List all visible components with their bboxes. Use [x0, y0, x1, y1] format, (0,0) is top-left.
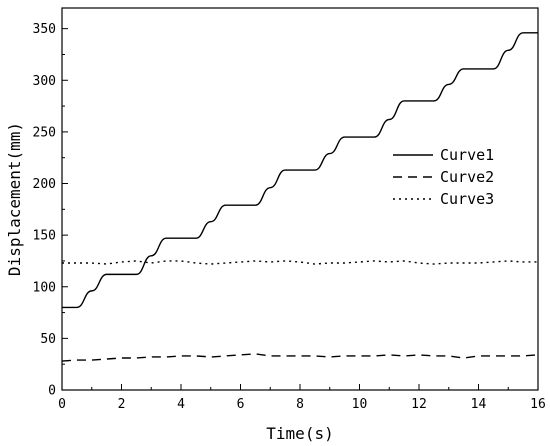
y-axis: 0 50 100 150 200 250 300 350 [33, 22, 68, 399]
y-tick-label: 350 [33, 22, 56, 37]
x-tick-label: 8 [296, 397, 304, 412]
legend-label-curve1: Curve1 [440, 146, 494, 164]
y-tick-label: 250 [33, 125, 56, 140]
legend-label-curve2: Curve2 [440, 168, 494, 186]
x-tick-label: 14 [471, 397, 487, 412]
series-layer [61, 32, 539, 362]
y-tick-label: 100 [33, 280, 56, 295]
y-tick-label: 200 [33, 177, 56, 192]
series-line-curve3 [62, 260, 538, 265]
x-axis: 0 2 4 6 8 10 12 14 16 [58, 384, 546, 412]
legend-entry-curve1: Curve1 [393, 146, 494, 164]
y-tick-label: 150 [33, 229, 56, 244]
legend-label-curve3: Curve3 [440, 190, 494, 208]
legend: Curve1 Curve2 Curve3 [393, 146, 494, 208]
y-tick-label: 300 [33, 74, 56, 89]
x-tick-label: 6 [237, 397, 245, 412]
legend-entry-curve2: Curve2 [393, 168, 494, 186]
x-tick-label: 4 [177, 397, 185, 412]
legend-entry-curve3: Curve3 [393, 190, 494, 208]
x-tick-label: 16 [530, 397, 546, 412]
x-axis-label: Time(s) [266, 424, 333, 443]
x-tick-label: 2 [118, 397, 126, 412]
y-tick-label: 50 [40, 332, 56, 347]
x-tick-label: 10 [352, 397, 368, 412]
y-tick-label: 0 [48, 384, 56, 399]
y-axis-label: Displacement(mm) [5, 122, 24, 276]
x-tick-label: 12 [411, 397, 427, 412]
series-line-curve1 [62, 32, 538, 309]
series-line-curve2 [61, 353, 539, 362]
x-tick-label: 0 [58, 397, 66, 412]
